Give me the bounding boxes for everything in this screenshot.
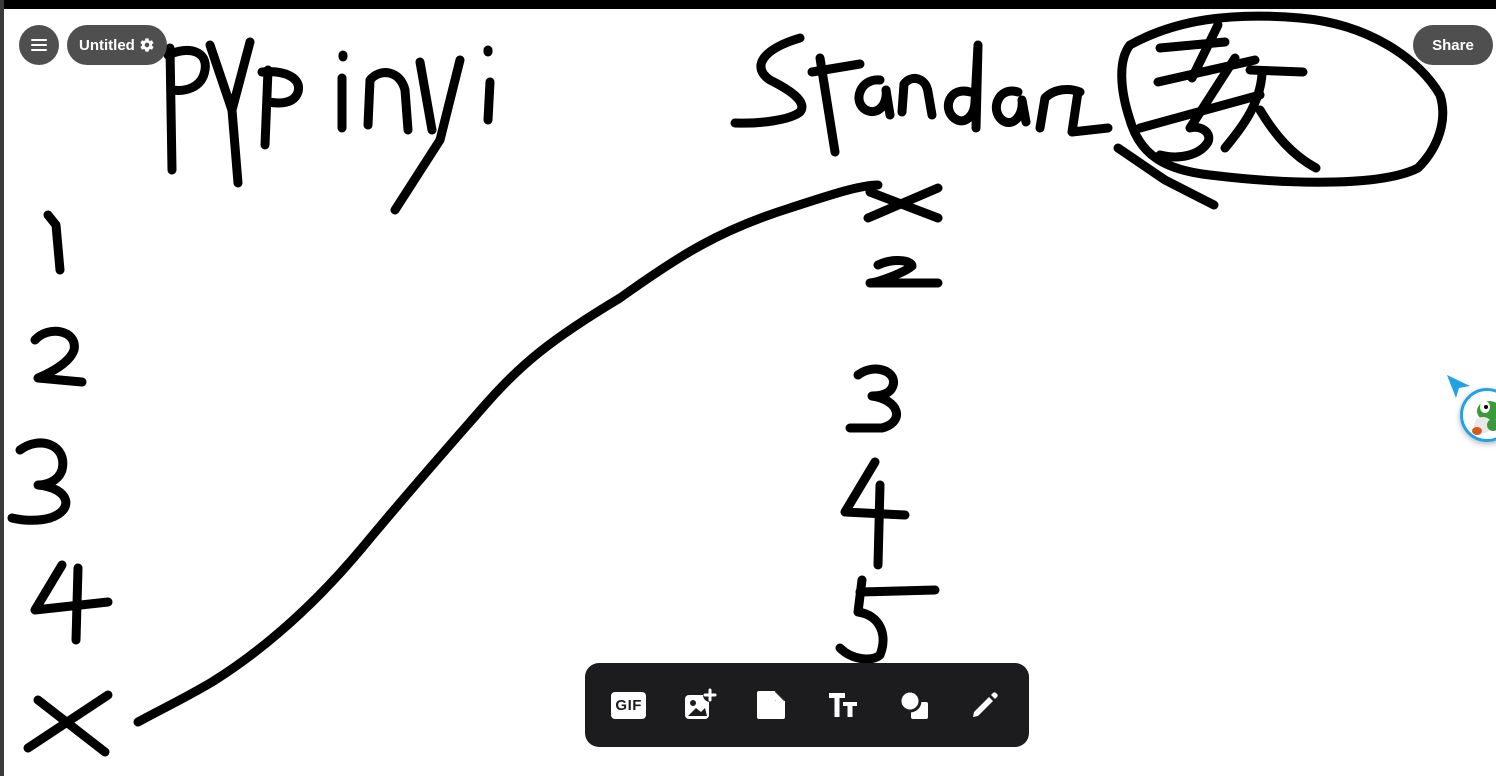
ink-connecting-curve bbox=[133, 180, 883, 727]
gif-button[interactable]: GIF bbox=[601, 677, 657, 733]
menu-button[interactable] bbox=[19, 25, 59, 65]
ink-circled-character bbox=[1113, 11, 1448, 210]
pen-button[interactable] bbox=[957, 677, 1013, 733]
text-button[interactable] bbox=[815, 677, 871, 733]
collaborator-avatar[interactable] bbox=[1460, 388, 1496, 442]
gif-icon: GIF bbox=[611, 691, 646, 719]
sticky-note-icon bbox=[757, 691, 786, 719]
shapes-icon bbox=[898, 689, 928, 719]
sticky-note-button[interactable] bbox=[743, 677, 799, 733]
ink-word-pypinyi bbox=[163, 37, 495, 215]
add-image-button[interactable] bbox=[672, 677, 728, 733]
ink-right-column bbox=[835, 183, 943, 664]
collaborator-cursor-icon bbox=[1447, 375, 1470, 398]
window-left-border bbox=[0, 0, 4, 776]
shapes-button[interactable] bbox=[886, 677, 942, 733]
gear-icon bbox=[140, 38, 154, 52]
ink-left-column bbox=[7, 210, 113, 757]
bottom-toolbar: GIF bbox=[585, 663, 1029, 747]
text-icon bbox=[828, 693, 857, 717]
share-button[interactable]: Share bbox=[1413, 25, 1493, 65]
document-title-button[interactable]: Untitled bbox=[67, 25, 167, 65]
document-title: Untitled bbox=[79, 36, 135, 54]
pen-icon bbox=[973, 692, 998, 717]
ink-word-standart bbox=[730, 33, 1113, 157]
window-top-border bbox=[0, 0, 1496, 9]
yoshi-avatar bbox=[1463, 391, 1496, 439]
add-image-icon bbox=[684, 688, 717, 719]
hamburger-icon bbox=[31, 39, 47, 51]
